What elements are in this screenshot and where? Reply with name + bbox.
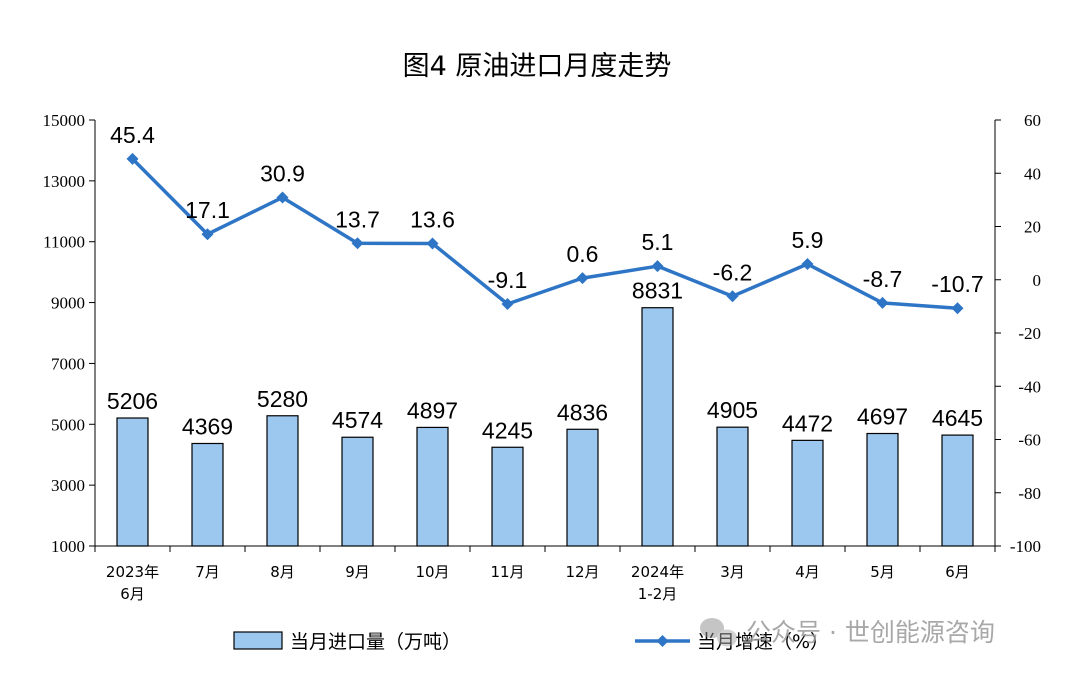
left-tick-label: 13000 [43,172,86,191]
bar [416,426,449,547]
line-point [951,302,964,315]
legend: 当月进口量（万吨） 当月增速（%） [233,631,829,653]
line-point [576,272,589,285]
bar-data-label: 4574 [332,407,383,433]
line-data-label: 5.1 [642,229,674,255]
bar [791,439,824,547]
line-data-label: 13.6 [410,207,455,233]
line-data-label: 0.6 [567,241,599,267]
bar-data-label: 5206 [107,388,158,414]
x-tick-label: 5月 [870,563,895,581]
line-data-label: 13.7 [335,206,380,232]
left-tick-label: 15000 [43,111,86,130]
bar-data-label: 4905 [707,397,758,423]
x-tick-label: 6月 [945,563,970,581]
line-point [876,296,889,309]
bar [866,432,899,547]
x-tick-label: 2023年 [106,563,159,581]
right-tick-label: -80 [1018,484,1041,503]
bar [341,436,374,547]
line-point [801,258,814,271]
bar-data-label: 8831 [632,278,683,304]
bar-data-label: 4369 [182,413,233,439]
right-tick-label: 60 [1024,111,1041,130]
legend-swatch-bar [233,631,283,650]
x-tick-label: 4月 [795,563,820,581]
bar [266,415,299,547]
line-point [126,152,139,165]
wechat-icon [700,618,737,647]
x-tick-label: 12月 [565,563,599,581]
line-point [726,290,739,303]
line-point [351,237,364,250]
line-point [201,228,214,241]
line-data-label: 17.1 [185,197,230,223]
bar [941,434,974,547]
line-data-label: -8.7 [863,266,903,292]
bar-data-label: 5280 [257,386,308,412]
x-tick-label: 11月 [490,563,524,581]
bar-data-label: 4645 [932,405,983,431]
line-data-label: 45.4 [110,122,155,148]
right-tick-label: -60 [1018,431,1041,450]
watermark-text: 公众号 · 世创能源咨询 [746,618,995,647]
left-tick-label: 3000 [51,476,85,495]
bar-series: 5206 4369 5280 4574 4897 4245 4836 8831 4905 4472… [107,278,983,547]
bar [566,428,599,547]
x-tick-label: 7月 [195,563,220,581]
x-tick-label: 9月 [345,563,370,581]
right-tick-label: 0 [1033,271,1042,290]
bar-data-label: 4245 [482,417,533,443]
x-tick-label: 6月 [120,585,145,603]
left-tick-label: 7000 [51,354,85,373]
line-point [501,297,514,310]
bar-data-label: 4472 [782,410,833,436]
bar-data-label: 4836 [557,399,608,425]
legend-label-bar: 当月进口量（万吨） [290,631,461,653]
right-tick-label: -40 [1018,377,1041,396]
wechat-icon-bubble-small [717,629,737,647]
line-data-label: -9.1 [488,267,528,293]
line-point [276,191,289,204]
right-tick-label: 20 [1024,218,1041,237]
x-tick-label: 8月 [270,563,295,581]
x-tick-label: 1-2月 [638,585,678,603]
left-tick-label: 9000 [51,294,85,313]
bar [716,426,749,547]
growth-line [131,157,958,310]
bar [191,442,224,547]
chart-title: 图4 原油进口月度走势 [403,51,672,82]
wechat-icon-bubble-large [700,618,724,638]
line-point [651,260,664,273]
bar [641,307,674,547]
right-tick-label: -20 [1018,324,1041,343]
bar [491,446,524,547]
line-data-label: -10.7 [931,271,983,297]
line-point [426,237,439,250]
watermark: 公众号 · 世创能源咨询 [700,618,995,647]
line-series: 45.4 17.1 30.9 13.7 13.6 -9.1 0.6 5.1 -6.2 5.9 -8.… [110,122,984,315]
x-tick-label: 3月 [720,563,745,581]
legend-marker-line [656,635,669,647]
x-tick-label: 2024年 [631,563,684,581]
line-data-label: 5.9 [792,227,824,253]
left-tick-label: 5000 [51,415,85,434]
left-tick-label: 11000 [43,233,85,252]
bar-data-label: 4697 [857,404,908,430]
bar [116,417,149,547]
right-tick-label: -100 [1010,537,1041,556]
axes: 1000 3000 5000 7000 9000 11000 13000 15000 -100 -… [43,111,1042,603]
x-tick-label: 10月 [415,563,449,581]
right-tick-label: 40 [1024,164,1041,183]
line-data-label: -6.2 [713,259,753,285]
left-tick-label: 1000 [51,537,85,556]
bar-data-label: 4897 [407,397,458,423]
line-data-label: 30.9 [260,160,305,186]
